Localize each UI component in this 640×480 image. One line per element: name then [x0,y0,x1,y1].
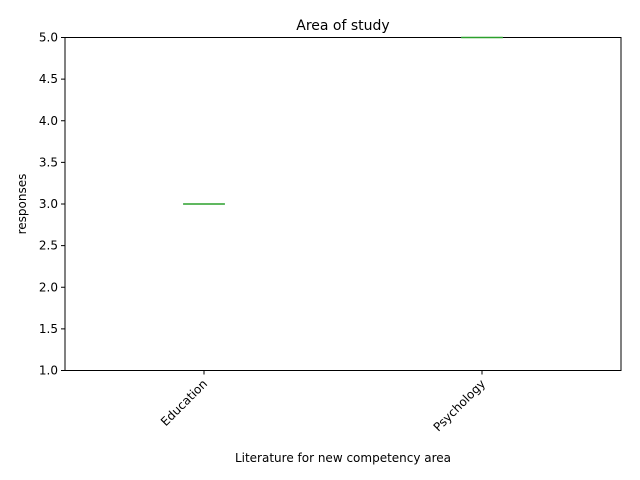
x-axis: Education Psychology [158,370,489,435]
x-tick-label: Psychology [431,377,489,435]
y-tick-label: 4.5 [39,72,58,86]
x-axis-label: Literature for new competency area [235,451,451,465]
y-tick-label: 4.0 [39,114,58,128]
chart-title: Area of study [296,18,389,34]
y-tick-label: 5.0 [39,31,58,45]
y-tick-label: 3.0 [39,197,58,211]
y-tick-label: 3.5 [39,155,58,169]
y-axis-label: responses [15,174,29,235]
x-tick-label: Education [158,377,210,429]
y-tick-label: 2.0 [39,280,58,294]
box-plot-marks [183,36,503,205]
plot-area-frame [64,37,622,371]
y-tick-label: 1.5 [39,322,58,336]
y-tick-label: 1.0 [39,364,58,378]
y-axis: 1.0 1.5 2.0 2.5 3.0 3.5 4.0 4.5 5.0 [39,31,65,378]
y-tick-label: 2.5 [39,239,58,253]
